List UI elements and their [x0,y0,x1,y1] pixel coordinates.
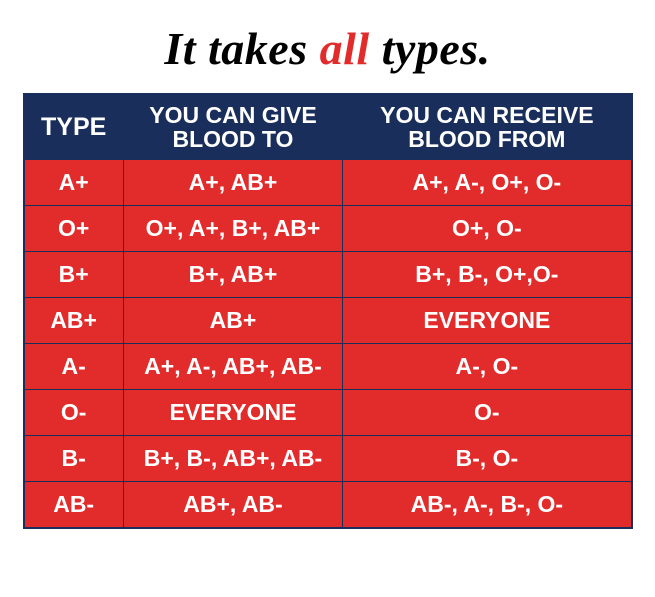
cell-give: AB+ [123,298,342,344]
cell-type: A+ [24,160,124,206]
title-prefix: It takes [164,23,319,74]
title-suffix: types. [370,23,491,74]
header-type-label: TYPE [41,113,106,141]
header-give: YOU CAN GIVE BLOOD TO [123,94,342,160]
cell-receive: B+, B-, O+,O- [343,252,632,298]
cell-give: B+, B-, AB+, AB- [123,436,342,482]
table-row: O- EVERYONE O- [24,390,632,436]
table-body: A+ A+, AB+ A+, A-, O+, O- O+ O+, A+, B+,… [24,160,632,529]
table-row: AB- AB+, AB- AB-, A-, B-, O- [24,482,632,529]
table-row: A+ A+, AB+ A+, A-, O+, O- [24,160,632,206]
cell-type: A- [24,344,124,390]
header-give-line1: YOU CAN GIVE [149,102,316,128]
cell-receive: O- [343,390,632,436]
header-receive-line2: BLOOD FROM [408,126,565,152]
table-row: B- B+, B-, AB+, AB- B-, O- [24,436,632,482]
cell-receive: A+, A-, O+, O- [343,160,632,206]
cell-type: O+ [24,206,124,252]
cell-type: B+ [24,252,124,298]
cell-give: O+, A+, B+, AB+ [123,206,342,252]
cell-receive: AB-, A-, B-, O- [343,482,632,529]
cell-give: EVERYONE [123,390,342,436]
cell-receive: A-, O- [343,344,632,390]
cell-receive: EVERYONE [343,298,632,344]
cell-give: AB+, AB- [123,482,342,529]
cell-type: AB+ [24,298,124,344]
blood-type-table: TYPE YOU CAN GIVE BLOOD TO YOU CAN RECEI… [23,93,633,529]
table-row: A- A+, A-, AB+, AB- A-, O- [24,344,632,390]
cell-give: A+, A-, AB+, AB- [123,344,342,390]
cell-give: A+, AB+ [123,160,342,206]
cell-type: O- [24,390,124,436]
table-row: B+ B+, AB+ B+, B-, O+,O- [24,252,632,298]
cell-receive: B-, O- [343,436,632,482]
header-type: TYPE [24,94,124,160]
cell-give: B+, AB+ [123,252,342,298]
header-receive-line1: YOU CAN RECEIVE [380,102,593,128]
table-header-row: TYPE YOU CAN GIVE BLOOD TO YOU CAN RECEI… [24,94,632,160]
cell-type: B- [24,436,124,482]
cell-receive: O+, O- [343,206,632,252]
cell-type: AB- [24,482,124,529]
table-row: O+ O+, A+, B+, AB+ O+, O- [24,206,632,252]
table-row: AB+ AB+ EVERYONE [24,298,632,344]
header-give-line2: BLOOD TO [172,126,293,152]
title-accent: all [320,23,370,74]
header-receive: YOU CAN RECEIVE BLOOD FROM [343,94,632,160]
page-title: It takes all types. [164,22,490,75]
